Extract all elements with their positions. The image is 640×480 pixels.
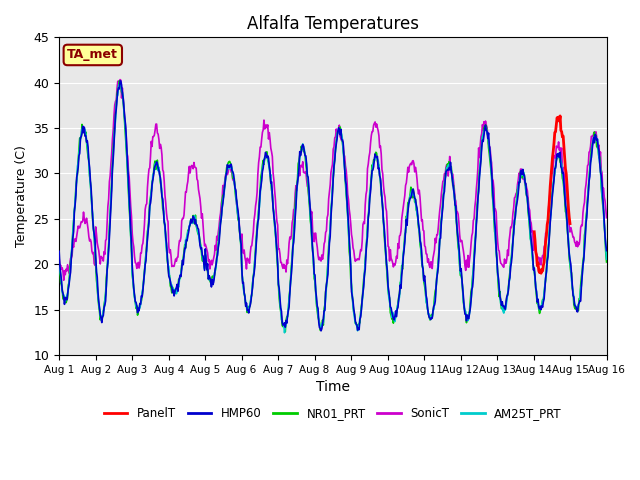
Text: TA_met: TA_met <box>67 48 118 61</box>
Title: Alfalfa Temperatures: Alfalfa Temperatures <box>247 15 419 33</box>
Legend: PanelT, HMP60, NR01_PRT, SonicT, AM25T_PRT: PanelT, HMP60, NR01_PRT, SonicT, AM25T_P… <box>99 402 566 425</box>
X-axis label: Time: Time <box>316 380 350 394</box>
Y-axis label: Temperature (C): Temperature (C) <box>15 145 28 247</box>
